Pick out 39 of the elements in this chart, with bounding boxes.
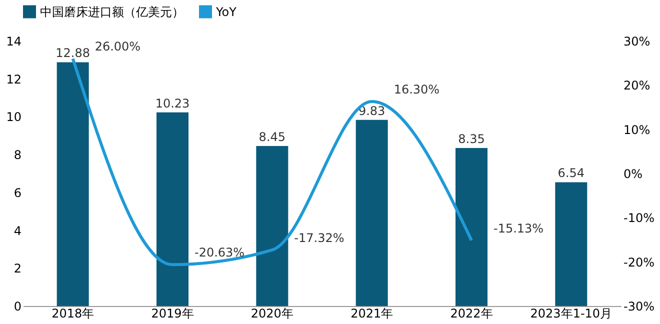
legend-label: 中国磨床进口额（亿美元） bbox=[40, 4, 184, 19]
y-tick-label: 4 bbox=[14, 224, 22, 238]
y-tick-label: 12 bbox=[6, 72, 22, 86]
x-tick-label: 2020年 bbox=[250, 306, 294, 320]
bar bbox=[256, 146, 288, 306]
x-tick-label: 2021年 bbox=[350, 306, 394, 320]
data-label: -20.63% bbox=[194, 246, 245, 260]
data-label: 26.00% bbox=[94, 40, 141, 54]
x-tick-label: 2023年1-10月 bbox=[530, 306, 612, 320]
x-tick-label: 2019年 bbox=[151, 306, 194, 320]
bar bbox=[456, 148, 488, 306]
data-label: 6.54 bbox=[558, 166, 585, 180]
y2-tick-label: 0% bbox=[624, 167, 643, 181]
bar bbox=[56, 62, 89, 306]
data-label: 12.88 bbox=[56, 46, 90, 60]
y2-tick-label: 30% bbox=[624, 34, 650, 48]
data-label: 8.35 bbox=[458, 132, 485, 146]
data-label: 16.30% bbox=[394, 82, 440, 97]
y-tick-label: 2 bbox=[14, 262, 22, 276]
bar bbox=[555, 182, 588, 306]
y2-tick-label: 20% bbox=[624, 78, 650, 93]
data-label: -17.32% bbox=[294, 230, 344, 245]
data-label: 8.45 bbox=[258, 130, 286, 144]
x-tick-label: 2022年 bbox=[450, 306, 493, 320]
bar bbox=[356, 120, 388, 306]
y-tick-label: 6 bbox=[14, 186, 22, 200]
bar bbox=[156, 112, 188, 306]
y-tick-label: 14 bbox=[6, 34, 22, 48]
data-label: -15.13% bbox=[494, 221, 544, 236]
y2-tick-label: -30% bbox=[624, 300, 655, 314]
y-tick-label: 8 bbox=[14, 148, 22, 162]
y-tick-label: 10 bbox=[6, 110, 22, 124]
data-label: 10.23 bbox=[155, 96, 190, 110]
legend-label: YoY bbox=[215, 4, 238, 19]
y2-tick-label: 10% bbox=[624, 122, 650, 137]
y-tick-label: 0 bbox=[14, 300, 22, 314]
y2-tick-label: -20% bbox=[624, 255, 655, 270]
x-tick-label: 2018年 bbox=[52, 306, 94, 320]
y2-tick-label: -10% bbox=[624, 211, 655, 226]
